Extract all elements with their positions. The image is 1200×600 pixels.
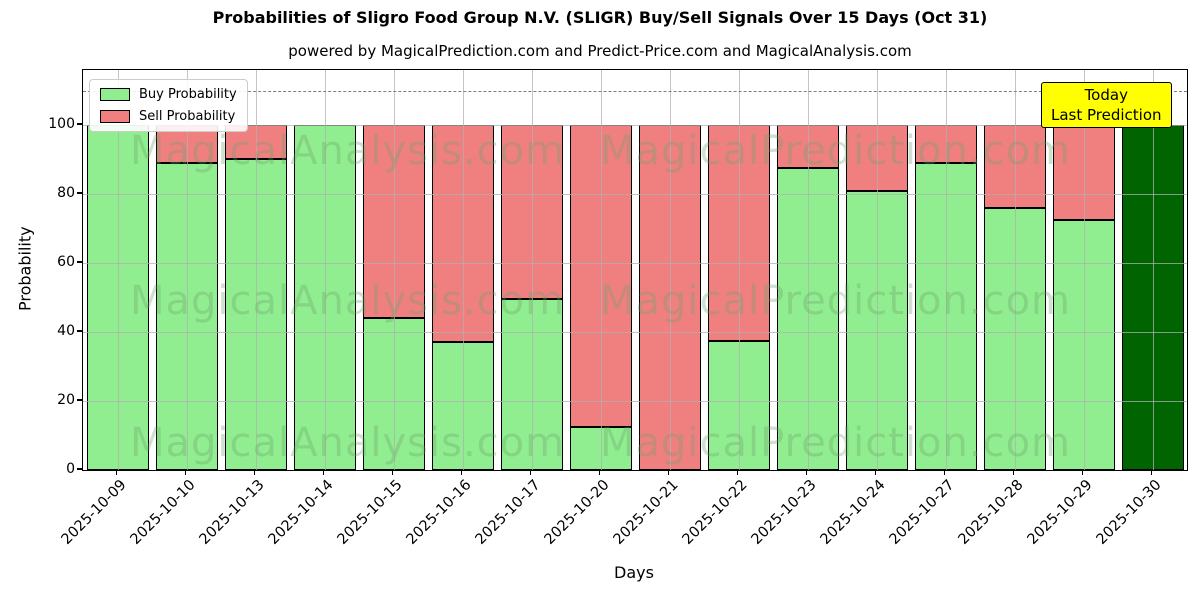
legend: Buy Probability Sell Probability xyxy=(89,79,248,132)
y-tick-mark-100 xyxy=(77,123,82,125)
x-tick-mark xyxy=(805,470,808,475)
legend-item-0: Buy Probability xyxy=(100,87,237,102)
x-tick-mark xyxy=(874,470,877,475)
watermark-text: MagicalAnalysis.com xyxy=(130,420,566,466)
today-annotation-line1: Today xyxy=(1084,86,1128,104)
y-tick-label-60: 60 xyxy=(57,254,75,270)
x-tick-mark xyxy=(736,470,739,475)
y-tick-label-80: 80 xyxy=(57,185,75,201)
x-axis-label: Days xyxy=(614,563,654,582)
x-tick-mark xyxy=(1150,470,1153,475)
y-tick-label-40: 40 xyxy=(57,323,75,339)
watermark-text: MagicalPrediction.com xyxy=(600,420,1071,466)
today-annotation: Today Last Prediction xyxy=(1041,82,1172,128)
x-tick-mark xyxy=(943,470,946,475)
watermark-text: MagicalAnalysis.com xyxy=(130,278,566,324)
y-tick-mark-20 xyxy=(77,399,82,401)
x-tick-mark xyxy=(667,470,670,475)
plot-area: Buy Probability Sell Probability Today La… xyxy=(82,69,1188,471)
today-annotation-line2: Last Prediction xyxy=(1051,106,1162,124)
legend-item-1: Sell Probability xyxy=(100,109,237,124)
x-tick-mark xyxy=(460,470,463,475)
y-tick-mark-60 xyxy=(77,261,82,263)
x-tick-mark xyxy=(184,470,187,475)
x-tick-mark xyxy=(1081,470,1084,475)
watermark-text: MagicalPrediction.com xyxy=(600,128,1071,174)
buy-swatch-icon xyxy=(100,88,130,101)
y-tick-label-0: 0 xyxy=(66,461,75,477)
chart-subtitle: powered by MagicalPrediction.com and Pre… xyxy=(288,42,912,60)
x-tick-mark xyxy=(253,470,256,475)
y-tick-label-20: 20 xyxy=(57,392,75,408)
legend-label: Sell Probability xyxy=(139,109,236,124)
x-tick-mark xyxy=(115,470,118,475)
chart-title: Probabilities of Sligro Food Group N.V. … xyxy=(212,8,988,27)
x-tick-mark xyxy=(598,470,601,475)
y-tick-mark-0 xyxy=(77,468,82,470)
x-tick-mark xyxy=(1012,470,1015,475)
y-tick-mark-40 xyxy=(77,330,82,332)
y-tick-mark-80 xyxy=(77,192,82,194)
sell-swatch-icon xyxy=(100,110,130,123)
watermark-text: MagicalPrediction.com xyxy=(600,278,1071,324)
x-tick-mark xyxy=(322,470,325,475)
legend-label: Buy Probability xyxy=(139,87,237,102)
threshold-dashed-line xyxy=(83,90,1187,92)
x-tick-mark xyxy=(529,470,532,475)
y-tick-label-100: 100 xyxy=(48,116,75,132)
x-tick-mark xyxy=(391,470,394,475)
watermark-text: MagicalAnalysis.com xyxy=(130,128,566,174)
